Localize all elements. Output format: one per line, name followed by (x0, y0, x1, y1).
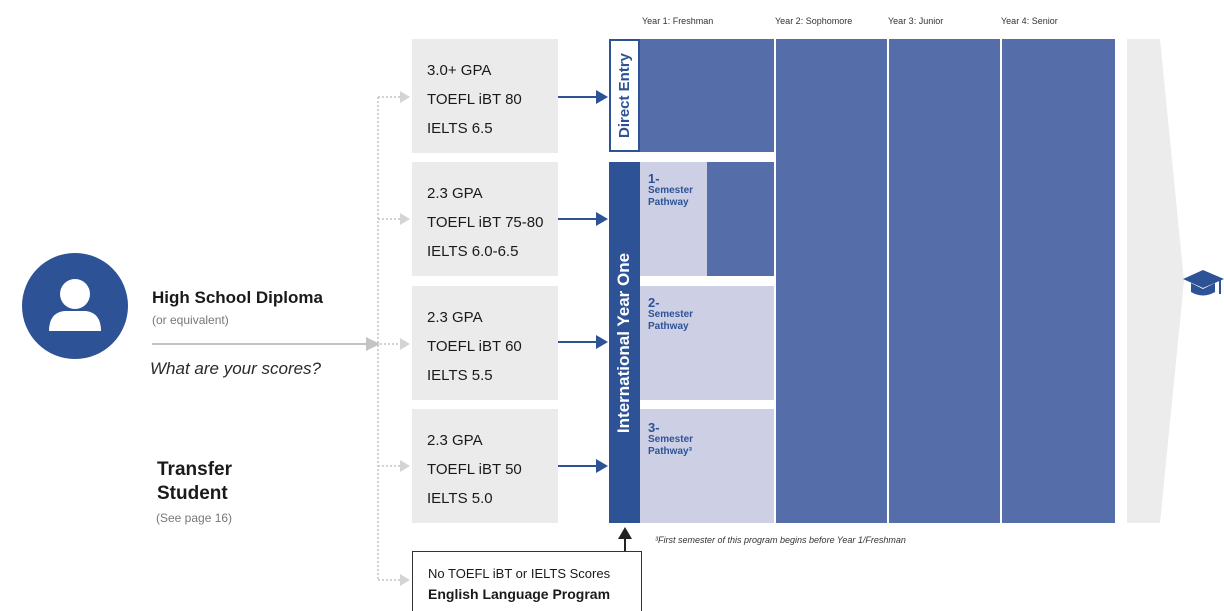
pathway-2-semester-cell: 2- Semester Pathway (640, 286, 774, 400)
score-box-2-semester: 2.3 GPA TOEFL iBT 60 IELTS 5.5 (412, 286, 558, 400)
english-language-program-box: No TOEFL iBT or IELTS Scores English Lan… (412, 551, 642, 611)
direct-entry-bar (609, 39, 640, 152)
toefl-requirement: TOEFL iBT 80 (427, 91, 522, 108)
pathway-1-line1: Semester (648, 185, 694, 196)
graduation-cap-icon (1183, 268, 1224, 308)
pathway-2-number: 2- (648, 295, 660, 310)
pathway-3-line2: Pathway³ (648, 446, 692, 457)
person-icon (22, 253, 128, 359)
pathway-1-semester-cell: 1- Semester Pathway (640, 162, 707, 276)
ielts-requirement: IELTS 5.5 (427, 367, 493, 384)
pathway-1-year-1-remaining (707, 162, 774, 276)
year-3-column (889, 39, 1000, 523)
pathway-3-semester-cell: 3- Semester Pathway³ (640, 409, 774, 523)
pathway-2-line2: Pathway (648, 321, 689, 332)
graduation-arrow (1127, 39, 1184, 523)
scores-question: What are your scores? (150, 359, 322, 378)
year-4-header: Year 4: Senior (1001, 16, 1058, 26)
pathway-3-number: 3- (648, 420, 660, 435)
pathway-2-line1: Semester (648, 309, 694, 320)
gpa-requirement: 2.3 GPA (427, 309, 483, 326)
ielts-requirement: IELTS 6.5 (427, 120, 493, 137)
year-2-header: Year 2: Sophomore (775, 16, 853, 26)
score-box-1-semester: 2.3 GPA TOEFL iBT 75-80 IELTS 6.0-6.5 (412, 162, 558, 276)
year-1-header: Year 1: Freshman (642, 16, 714, 26)
pathway-3-line1: Semester (648, 434, 694, 445)
year-2-column (776, 39, 887, 523)
gpa-requirement: 3.0+ GPA (427, 62, 492, 79)
high-school-subtitle: (or equivalent) (152, 313, 229, 327)
high-school-title: High School Diploma (152, 288, 323, 307)
pathway-1-line2: Pathway (648, 197, 689, 208)
international-year-one-label-wrap: International Year One (609, 162, 640, 523)
direct-entry-year-1 (640, 39, 774, 152)
gpa-requirement: 2.3 GPA (427, 432, 483, 449)
footnote: ³First semester of this program begins b… (655, 535, 906, 545)
toefl-requirement: TOEFL iBT 50 (427, 461, 522, 478)
year-4-column (1002, 39, 1115, 523)
english-language-program-label: English Language Program (428, 586, 611, 602)
transfer-student-subtitle: (See page 16) (156, 511, 233, 525)
international-year-one-bar (609, 162, 640, 523)
ielts-requirement: IELTS 6.0-6.5 (427, 243, 519, 260)
direct-entry-label-wrap: Direct Entry (609, 39, 640, 152)
toefl-requirement: TOEFL iBT 75-80 (427, 214, 544, 231)
no-scores-label: No TOEFL iBT or IELTS Scores (428, 566, 611, 581)
toefl-requirement: TOEFL iBT 60 (427, 338, 522, 355)
score-box-3-semester: 2.3 GPA TOEFL iBT 50 IELTS 5.0 (412, 409, 558, 523)
year-3-header: Year 3: Junior (888, 16, 944, 26)
gpa-requirement: 2.3 GPA (427, 185, 483, 202)
direct-entry-label: Direct Entry (616, 52, 633, 139)
ielts-requirement: IELTS 5.0 (427, 490, 493, 507)
pathway-1-number: 1- (648, 171, 660, 186)
transfer-student-title: Transfer Student (157, 459, 232, 504)
score-box-direct: 3.0+ GPA TOEFL iBT 80 IELTS 6.5 (412, 39, 558, 153)
international-year-one-label: International Year One (614, 252, 634, 433)
